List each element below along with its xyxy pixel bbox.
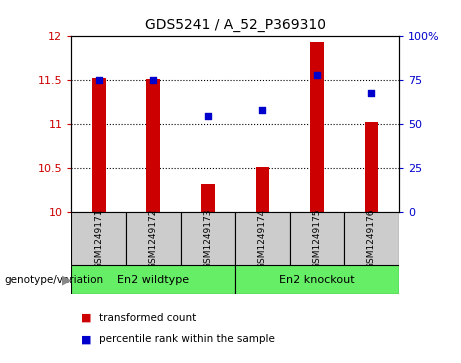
Bar [71, 265, 235, 294]
Bar [126, 212, 181, 265]
Bar [255, 167, 269, 212]
Bar [310, 42, 324, 212]
Point [204, 113, 212, 118]
Point [368, 90, 375, 95]
Text: transformed count: transformed count [99, 313, 196, 323]
Text: En2 knockout: En2 knockout [279, 274, 355, 285]
Point [313, 72, 321, 78]
Bar [181, 212, 235, 265]
Bar [365, 122, 378, 212]
Text: percentile rank within the sample: percentile rank within the sample [99, 334, 275, 344]
Text: GSM1249174: GSM1249174 [258, 208, 267, 269]
Bar [344, 212, 399, 265]
Title: GDS5241 / A_52_P369310: GDS5241 / A_52_P369310 [145, 19, 325, 33]
Point [259, 107, 266, 113]
Text: GSM1249171: GSM1249171 [94, 208, 103, 269]
Point [95, 77, 102, 83]
Bar [71, 212, 126, 265]
Text: GSM1249172: GSM1249172 [149, 208, 158, 269]
Text: genotype/variation: genotype/variation [5, 274, 104, 285]
Bar [235, 212, 290, 265]
Bar [235, 265, 399, 294]
Text: ■: ■ [81, 313, 91, 323]
Bar [290, 212, 344, 265]
Text: ▶: ▶ [62, 273, 71, 286]
Text: ■: ■ [81, 334, 91, 344]
Text: GSM1249173: GSM1249173 [203, 208, 213, 269]
Text: En2 wildtype: En2 wildtype [117, 274, 189, 285]
Point [149, 77, 157, 83]
Bar [147, 78, 160, 212]
Text: GSM1249175: GSM1249175 [313, 208, 321, 269]
Bar [92, 78, 106, 212]
Bar [201, 184, 215, 212]
Text: GSM1249176: GSM1249176 [367, 208, 376, 269]
